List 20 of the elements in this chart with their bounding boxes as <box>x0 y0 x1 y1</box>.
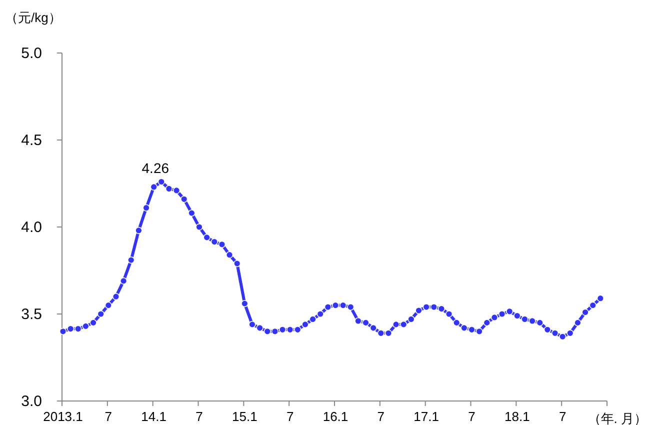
x-tick-label: 7 <box>468 409 476 424</box>
y-tick-label: 3.0 <box>21 393 42 410</box>
x-tick-label: 7 <box>104 409 112 424</box>
x-tick-label: 18.1 <box>504 409 530 424</box>
x-tick-label: 2013.1 <box>43 409 83 424</box>
x-tick-label: 17.1 <box>414 409 439 424</box>
x-tick-label: 7 <box>558 409 566 424</box>
y-tick-label: 4.0 <box>21 219 42 236</box>
x-tick-label: 7 <box>286 409 294 424</box>
y-tick-label: 5.0 <box>21 45 42 62</box>
y-tick-label: 3.5 <box>21 306 42 323</box>
x-axis-title: （年. 月） <box>588 411 647 425</box>
x-tick-label: 7 <box>377 409 385 424</box>
y-axis-title: （元/kg） <box>5 10 62 25</box>
x-tick-label: 16.1 <box>322 409 348 424</box>
x-tick-label: 7 <box>196 409 203 424</box>
x-tick-label: 14.1 <box>141 409 166 424</box>
x-tick-label: 15.1 <box>232 409 258 424</box>
data-label: 4.26 <box>142 160 170 176</box>
y-tick-label: 4.5 <box>21 132 42 149</box>
